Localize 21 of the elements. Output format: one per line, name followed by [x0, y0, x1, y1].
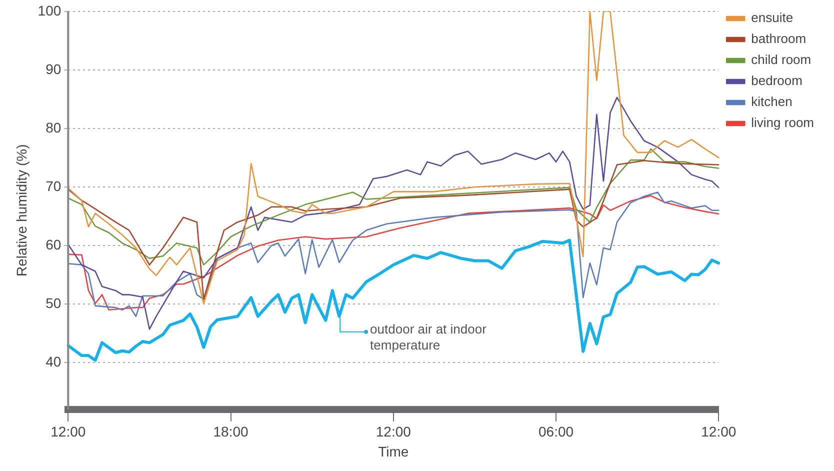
x-tick-label: 12:00 — [50, 424, 86, 440]
y-tick-label: 80 — [46, 119, 62, 136]
x-tick-label: 12:00 — [701, 424, 736, 440]
y-tick-label: 50 — [46, 294, 62, 311]
legend-label: living room — [751, 115, 814, 130]
x-tick-label: 18:00 — [213, 424, 249, 440]
annotation: outdoor air at indoor temperature — [370, 321, 488, 352]
y-tick-label: 100 — [38, 2, 62, 18]
legend-label: child room — [751, 52, 812, 68]
x-tick-label: 06:00 — [538, 424, 574, 440]
x-tick-label: 12:00 — [376, 424, 412, 440]
legend-label: kitchen — [751, 94, 792, 110]
legend-label: ensuite — [751, 10, 794, 26]
legend-label: bedroom — [751, 73, 802, 88]
y-axis-title: Relative humidity (%) — [13, 144, 30, 277]
legend-label: bathroom — [751, 31, 806, 46]
y-tick-label: 90 — [46, 60, 62, 77]
y-tick-label: 40 — [46, 353, 62, 370]
y-tick-label: 60 — [46, 236, 62, 252]
y-tick-label: 70 — [46, 178, 62, 194]
x-axis-title: Time — [378, 443, 409, 460]
